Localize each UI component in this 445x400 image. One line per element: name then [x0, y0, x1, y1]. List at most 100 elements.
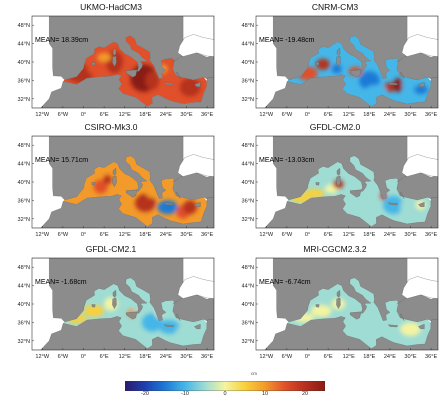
map-panel: CNRM-CM3 48°N 44°N 40°N 36°N 32°N 12°W 6°W 0° 6°E…	[228, 2, 442, 120]
map-svg: 48°N 44°N 40°N 36°N 32°N 12°W 6°W 0° 6°E 12°E 18°E…	[18, 257, 215, 360]
lon-label: 12°E	[119, 112, 131, 118]
lon-label: 24°E	[160, 354, 172, 360]
black-sea	[177, 276, 214, 299]
lon-label: 24°E	[384, 232, 396, 238]
lat-label: 40°N	[18, 302, 31, 308]
lon-label: 30°E	[180, 112, 192, 118]
island	[112, 175, 117, 187]
island	[125, 189, 138, 198]
lon-label: 12°W	[35, 112, 49, 118]
land	[273, 16, 408, 81]
island	[163, 324, 175, 328]
lat-label: 44°N	[242, 162, 255, 168]
lat-label: 36°N	[242, 198, 255, 204]
anomaly-blob	[93, 179, 108, 194]
island	[336, 289, 341, 298]
lat-label: 40°N	[242, 60, 255, 66]
map-svg: 48°N 44°N 40°N 36°N 32°N 12°W 6°W 0° 6°E 12°E 18°E…	[242, 15, 439, 118]
map-panel: UKMO-HadCM3 48°N 44°N 40°N 36°N 32°N 12°W 6°W 0°…	[4, 2, 218, 120]
panel-title: CSIRO-Mk3.0	[84, 122, 138, 132]
anomaly-blob	[393, 78, 404, 92]
island	[315, 182, 320, 186]
island	[194, 81, 201, 87]
land	[32, 74, 214, 108]
island	[112, 297, 117, 309]
island	[112, 289, 117, 298]
lon-label: 18°E	[363, 232, 375, 238]
lon-label: 12°W	[259, 354, 273, 360]
island	[418, 323, 425, 329]
lon-label: 12°W	[35, 232, 49, 238]
panel-title: UKMO-HadCM3	[80, 2, 142, 12]
map-svg: 48°N 44°N 40°N 36°N 32°N 12°W 6°W 0° 6°E 12°E 18°E…	[18, 15, 215, 118]
anomaly-blob	[103, 175, 112, 185]
lon-label: 0°	[305, 112, 310, 118]
mean-label: MEAN= 18.39cm	[35, 37, 88, 44]
anomaly-blob	[135, 193, 156, 212]
lon-label: 30°E	[404, 354, 416, 360]
anomaly-blob	[183, 200, 197, 215]
lat-label: 48°N	[18, 143, 31, 149]
panel-title: MRI-CGCM2.3.2	[303, 244, 367, 254]
island	[194, 323, 201, 329]
map-panel: CSIRO-Mk3.0 48°N 44°N 40°N 36°N 32°N 12°W 6°W 0°…	[4, 122, 218, 240]
lat-label: 32°N	[242, 339, 255, 345]
lat-label: 40°N	[18, 180, 31, 186]
island	[349, 69, 362, 78]
land	[256, 74, 438, 108]
lat-label: 40°N	[242, 180, 255, 186]
lat-label: 40°N	[242, 302, 255, 308]
island	[112, 167, 117, 176]
black-sea	[401, 154, 438, 177]
anomaly-blob	[359, 71, 380, 90]
colorbar-tick-label: 20	[301, 391, 309, 397]
lon-label: 12°W	[259, 112, 273, 118]
island	[336, 297, 341, 309]
lat-label: 44°N	[18, 42, 31, 48]
anomaly-blob	[304, 188, 325, 199]
mean-label: MEAN= -13.03cm	[259, 157, 315, 164]
map-panel: GFDL-CM2.1 48°N 44°N 40°N 36°N 32°N 12°W 6°W 0° 6…	[4, 244, 218, 362]
map-panel: MRI-CGCM2.3.2 48°N 44°N 40°N 36°N 32°N 12°W 6°W…	[228, 244, 442, 362]
anomaly-blob	[400, 198, 421, 217]
lon-label: 36°E	[425, 354, 437, 360]
land	[256, 194, 438, 228]
lon-label: 6°E	[324, 354, 333, 360]
lon-label: 12°W	[259, 232, 273, 238]
island	[163, 82, 175, 86]
land	[256, 316, 438, 350]
lat-label: 44°N	[242, 42, 255, 48]
lon-label: 36°E	[201, 354, 213, 360]
anomaly-blob	[86, 57, 108, 76]
panel-title: GFDL-CM2.0	[309, 122, 361, 132]
lat-label: 36°N	[18, 198, 31, 204]
lon-label: 30°E	[180, 354, 192, 360]
lat-label: 48°N	[242, 265, 255, 271]
land	[32, 316, 214, 350]
island	[349, 311, 362, 320]
lon-label: 18°E	[363, 354, 375, 360]
lon-label: 6°W	[58, 112, 69, 118]
colorbar-tick-label: 10	[261, 391, 269, 397]
lat-label: 36°N	[242, 78, 255, 84]
mean-label: MEAN= -19.48cm	[259, 37, 315, 44]
colorbar	[124, 378, 326, 392]
lon-label: 6°W	[58, 354, 69, 360]
lat-label: 44°N	[18, 284, 31, 290]
black-sea	[401, 34, 438, 57]
lat-label: 44°N	[242, 284, 255, 290]
island	[387, 324, 399, 328]
land	[49, 16, 184, 81]
island	[418, 201, 425, 207]
land	[273, 258, 408, 323]
black-sea	[177, 154, 214, 177]
lon-label: 6°W	[58, 232, 69, 238]
anomaly-blob	[413, 85, 428, 95]
island	[315, 304, 320, 308]
lat-label: 44°N	[18, 162, 31, 168]
land	[32, 194, 214, 228]
anomaly-blob	[400, 322, 421, 337]
anomaly-blob	[383, 195, 404, 215]
map-panel: GFDL-CM2.0 48°N 44°N 40°N 36°N 32°N 12°W 6°W 0° 6…	[228, 122, 442, 240]
lat-label: 48°N	[242, 23, 255, 29]
